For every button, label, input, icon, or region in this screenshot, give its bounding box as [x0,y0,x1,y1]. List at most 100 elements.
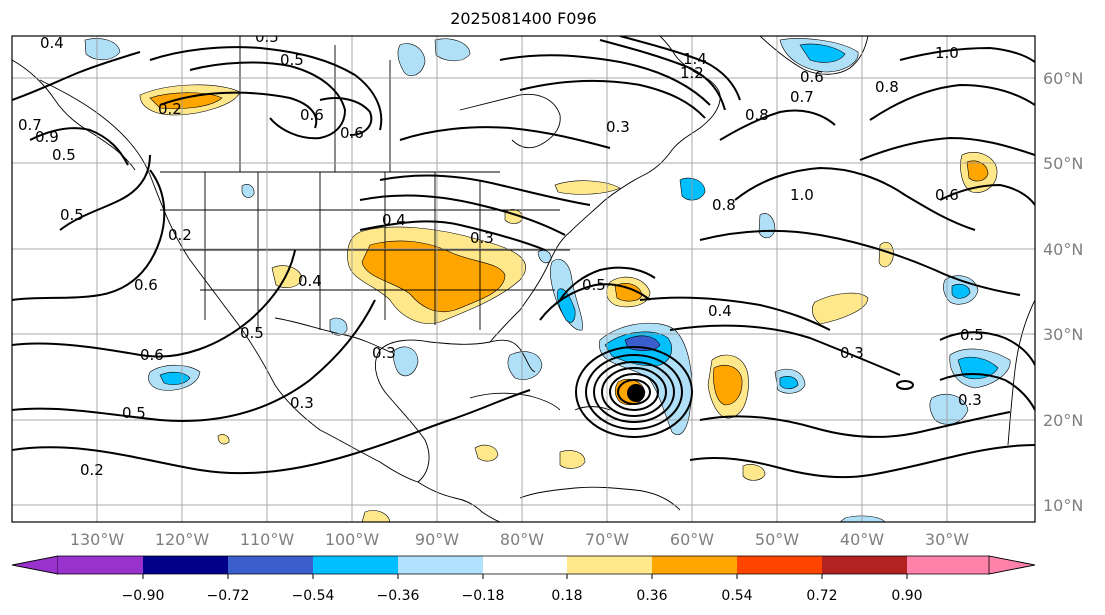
contour-34 [939,373,1035,411]
patch-bahamas-west [507,351,543,380]
contour-label: 0.3 [372,344,396,362]
lon-tick-label: 130°W [70,530,125,549]
contour-1 [12,389,531,475]
lat-tick-label: 30°N [1043,325,1083,344]
lat-tick-label: 10°N [1043,496,1083,515]
colorbar-over-triangle [988,555,1036,575]
patch-south-mexico [361,510,391,522]
contour-label: 0.6 [300,106,324,124]
contour-hurricane-ring-1 [617,379,651,405]
graticule [12,36,1035,522]
contour-label: 0.2 [168,226,192,244]
contour-7 [12,51,141,101]
patch-azores-north [878,241,894,268]
patch-canada-north [397,43,426,77]
contour-21 [734,166,976,231]
lon-tick-label: 40°W [840,530,884,549]
colorbar-tick-label: 0.54 [721,588,752,604]
patch-west-coast [329,317,348,336]
contour-hurricane-ring-5 [585,354,683,430]
colorbar-bin [822,556,907,574]
contour-labels: 0.4 0.5 0.5 1.4 1.2 1.0 0.8 0.7 0.6 0.2 … [18,34,984,479]
contour-13 [379,174,591,206]
contour-label: 0.6 [134,276,158,294]
contour-label: 0.6 [140,346,164,364]
lat-tick-label: 50°N [1043,154,1083,173]
colorbar-bin [907,556,989,574]
contour-9 [189,61,347,140]
contour-label: 0.7 [790,88,814,106]
contour-25 [869,83,1035,121]
lon-tick-label: 60°W [670,530,714,549]
contour-10 [319,97,373,136]
contour-label: 1.0 [935,44,959,62]
patch-east-atlantic-core [713,365,743,406]
patch-west-atlantic [742,464,766,481]
patch-nova-scotia [554,180,621,195]
contour-label: 0.3 [840,344,864,362]
contour-16 [499,54,711,106]
patch-iceland-north-core [799,43,846,63]
contour-18 [599,39,726,111]
contour-label: 0.4 [40,34,64,52]
patch-alaska [84,38,121,61]
contour-label: 0.5 [280,51,304,69]
patch-rockies [271,265,303,288]
contour-29 [689,444,1035,479]
lon-tick-label: 90°W [415,530,459,549]
coastline-florida [489,231,571,343]
lon-tick-label: 120°W [155,530,210,549]
contour-label: 0.6 [340,124,364,142]
contour-label: 0.4 [382,211,406,229]
colorbar-tick-label: 0.90 [891,588,922,604]
colorbar-bin [228,556,313,574]
contour-32 [539,283,651,321]
contour-17 [519,79,706,119]
contour-label: 0.6 [935,186,959,204]
colorbar-tick-label: −0.72 [207,588,250,604]
latitude-labels: 60°N 50°N 40°N 30°N 20°N 10°N [1043,69,1083,515]
colorbar-tick-label: −0.90 [122,588,165,604]
colorbar-tick-label: −0.54 [292,588,335,604]
contour-label: 0.5 [122,404,146,422]
contour-4 [12,169,166,301]
contour-20 [719,109,836,141]
patch-cuba-core [779,376,799,390]
colorbar-bin [567,556,652,574]
lon-tick-label: 100°W [325,530,380,549]
contour-label: 0.9 [35,128,59,146]
colorbar-tick-label: 0.36 [636,588,667,604]
contour-label: 1.0 [790,186,814,204]
contour-6 [29,127,129,166]
us-border-south [274,317,391,353]
contour-hurricane-ring-6 [575,346,693,438]
contour-label: 0.5 [960,326,984,344]
colorbar-bin [313,556,398,574]
patch-rockies-north [241,184,255,198]
colorbar-bin [143,556,228,574]
contour-label: 0.6 [800,68,824,86]
lon-tick-label: 50°W [755,530,799,549]
contour-label: 0.3 [606,118,630,136]
contour-label: 0.8 [745,106,769,124]
coastline-north-america-west [39,79,419,483]
lon-tick-label: 30°W [925,530,969,549]
contour-11 [159,91,318,129]
colorbar-tick-label: 0.72 [806,588,837,604]
contour-33 [939,331,1035,366]
colorbar-tick-label: −0.36 [377,588,420,604]
map-area: 0.4 0.5 0.5 1.4 1.2 1.0 0.8 0.7 0.6 0.2 … [12,34,1035,522]
contour-label: 0.3 [958,391,982,409]
colorbar-bin [58,556,143,574]
longitude-labels: 130°W 120°W 110°W 100°W 90°W 80°W 70°W 6… [70,530,969,549]
patch-azores-core [951,283,971,299]
coastline-cuba [469,392,561,411]
patch-caribbean [559,450,586,469]
patch-baffin [434,38,471,62]
coastline-africa-nw [1007,299,1035,446]
lon-tick-label: 70°W [585,530,629,549]
patch-mexico [474,444,499,462]
lat-tick-label: 40°N [1043,240,1083,259]
contour-15 [359,220,546,251]
